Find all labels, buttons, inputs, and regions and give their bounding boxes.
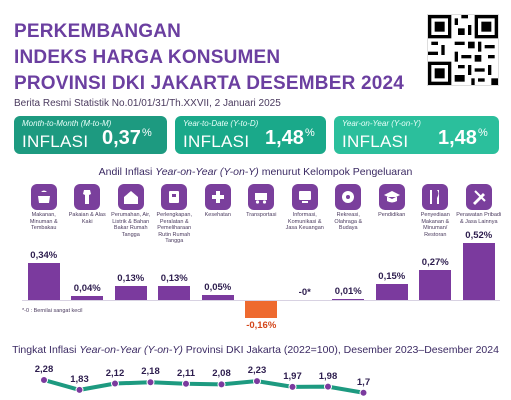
clothing-icon xyxy=(74,184,101,210)
bar-value-label: 0,13% xyxy=(160,272,188,284)
line-value-label: 1,83 xyxy=(70,373,89,385)
bar xyxy=(332,298,365,300)
bar-value-label: 0,01% xyxy=(334,285,362,297)
line-value-label: 2,11 xyxy=(177,367,195,379)
line-point xyxy=(182,379,190,388)
bar-value-label: 0,15% xyxy=(378,270,406,282)
card-ytd-caption: Year-to-Date (Y-to-D) xyxy=(183,119,259,128)
card-yoy-caption: Year-on-Year (Y-on-Y) xyxy=(342,119,421,128)
chart1-title-c: menurut Kelompok Pengeluaran xyxy=(258,166,413,178)
line-point xyxy=(288,382,297,391)
qr-code[interactable] xyxy=(427,14,499,86)
category-label: Transportasi xyxy=(246,212,277,218)
card-yoy-label: INFLASI xyxy=(342,132,409,151)
line-series xyxy=(43,378,364,395)
line-point xyxy=(359,388,368,397)
card-mtm-label: INFLASI xyxy=(22,132,89,151)
bar-value-label: -0,16% xyxy=(246,319,277,331)
line-value-label: 2,23 xyxy=(247,365,267,377)
title-line-1: PERKEMBANGAN xyxy=(14,21,182,42)
card-mtm-value-wrap: 0,37% xyxy=(102,127,152,150)
line-point xyxy=(324,382,332,391)
category-label: Perumahan, Air, Listrik & Bahan Bakar Ru… xyxy=(111,212,151,238)
house-icon xyxy=(117,184,144,210)
line-point xyxy=(40,376,48,384)
health-icon xyxy=(204,184,231,210)
card-yoy-value-wrap: 1,48% xyxy=(438,127,488,150)
line-point xyxy=(111,379,119,388)
category-label: Rekreasi, Olahraga & Budaya xyxy=(334,212,363,231)
chart1-baseline xyxy=(22,300,500,301)
personal-care-icon xyxy=(465,184,492,210)
card-ytd-unit: % xyxy=(304,127,315,139)
card-yoy-value: 1,48 xyxy=(438,127,477,149)
bar xyxy=(245,300,278,318)
line-point xyxy=(146,378,155,387)
line-value-label: 2,18 xyxy=(141,366,160,378)
card-ytd-label: INFLASI xyxy=(183,132,250,151)
bar xyxy=(114,285,147,300)
bar-value-label: 0,52% xyxy=(465,229,493,241)
restaurant-icon xyxy=(422,184,449,210)
bar-value-label: -0* xyxy=(298,287,311,298)
bar xyxy=(158,285,191,300)
chart2-title-c: Provinsi DKI Jakarta (2022=100), Desembe… xyxy=(182,344,499,356)
line-value-label: 1,98 xyxy=(318,370,338,382)
card-ytd: Year-to-Date (Y-to-D) INFLASI 1,48% xyxy=(175,116,326,154)
card-mtm-unit: % xyxy=(141,127,152,139)
chart2-title-a: Tingkat Inflasi xyxy=(12,344,80,356)
line-point xyxy=(217,380,226,389)
card-yoy-unit: % xyxy=(477,127,488,139)
info-icon xyxy=(291,184,318,210)
education-icon xyxy=(378,184,405,210)
brs-subtitle: Berita Resmi Statistik No.01/01/31/Th.XX… xyxy=(14,98,281,109)
category-label: Pakaian & Alas Kaki xyxy=(68,212,106,225)
chart1-title: Andil Inflasi Year-on-Year (Y-on-Y) menu… xyxy=(0,166,511,178)
transport-icon xyxy=(248,184,275,210)
category-label: Informasi, Komunikasi & Jasa Keuangan xyxy=(285,212,324,231)
bar xyxy=(462,242,495,300)
category-label: Perawatan Pribadi & Jasa Lainnya xyxy=(456,212,502,225)
line-value-label: 2,28 xyxy=(34,364,54,375)
bar xyxy=(71,295,104,300)
chart2-line-svg xyxy=(40,376,368,397)
recreation-icon xyxy=(335,184,362,210)
card-yoy: Year-on-Year (Y-on-Y) INFLASI 1,48% xyxy=(334,116,499,154)
category-label: Pendidikan xyxy=(378,212,406,218)
category-label: Perlengkapan, Peralatan & Pemeliharaan R… xyxy=(156,212,192,244)
line-value-label: 2,12 xyxy=(105,367,125,379)
bar xyxy=(201,294,234,300)
household-icon xyxy=(161,184,188,210)
category-label: Makanan, Minuman & Tembakau xyxy=(29,212,58,231)
card-mtm: Month-to-Month (M-to-M) INFLASI 0,37% xyxy=(14,116,167,154)
bar xyxy=(27,262,60,300)
chart1-note: *-0 : Bernilai sangat kecil xyxy=(22,308,83,314)
line-point xyxy=(75,385,84,394)
bar-value-label: 0,13% xyxy=(117,272,145,284)
chart1-title-a: Andil Inflasi xyxy=(98,166,156,178)
qr-code-icon xyxy=(428,15,498,85)
bar xyxy=(419,270,452,300)
bar-value-label: 0,05% xyxy=(204,281,232,293)
bar-value-label: 0,34% xyxy=(30,249,58,261)
bar-value-label: 0,04% xyxy=(73,282,101,294)
title-line-3: PROVINSI DKI JAKARTA DESEMBER 2024 xyxy=(14,73,405,94)
chart2-title-b: Year-on-Year (Y-on-Y) xyxy=(79,344,183,356)
card-mtm-value: 0,37 xyxy=(102,127,141,149)
card-ytd-value: 1,48 xyxy=(265,127,304,149)
category-label: Kesehatan xyxy=(204,212,231,218)
bar-value-label: 0,27% xyxy=(421,257,449,269)
category-label: Penyediaan Makanan & Minuman/ Restoran xyxy=(420,212,450,238)
card-ytd-value-wrap: 1,48% xyxy=(265,127,315,150)
line-value-label: 1,7 xyxy=(356,376,371,388)
bar xyxy=(375,283,408,300)
line-value-label: 1,97 xyxy=(283,370,302,382)
title-line-2: INDEKS HARGA KONSUMEN xyxy=(14,47,281,68)
line-value-label: 2,08 xyxy=(212,368,231,380)
line-point xyxy=(253,377,261,386)
card-mtm-caption: Month-to-Month (M-to-M) xyxy=(22,119,112,128)
chart1-title-b: Year-on-Year (Y-on-Y) xyxy=(155,166,259,178)
chart2-title: Tingkat Inflasi Year-on-Year (Y-on-Y) Pr… xyxy=(0,344,511,356)
food-icon xyxy=(30,184,57,210)
